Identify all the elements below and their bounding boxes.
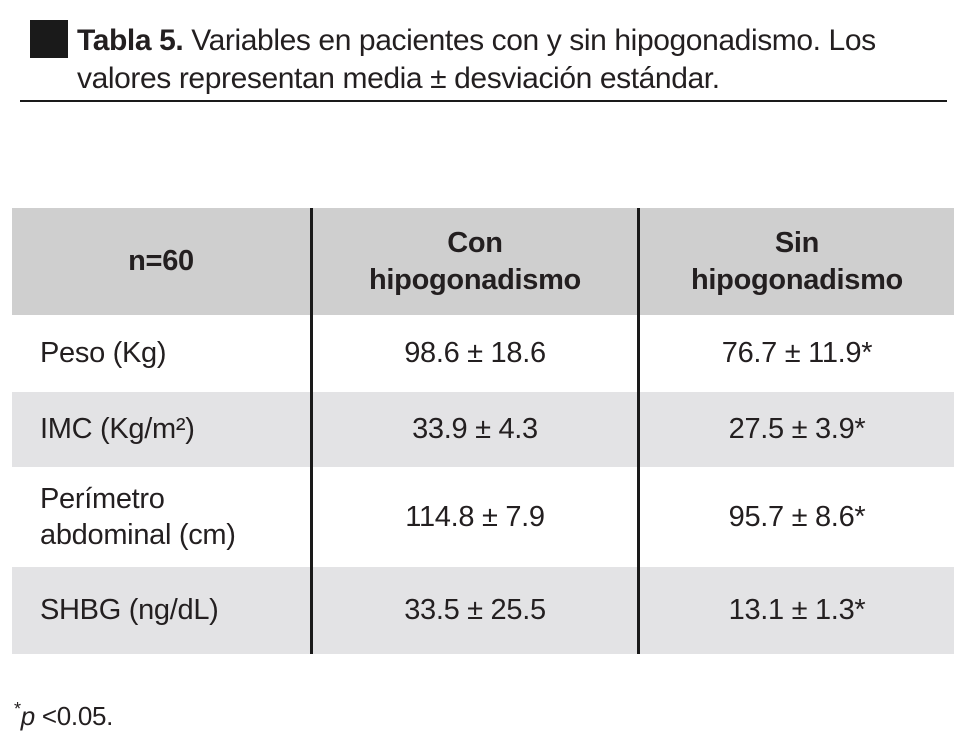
row-label-peso: Peso (Kg) — [12, 315, 310, 392]
table-caption-label: Tabla 5. — [77, 24, 184, 57]
value-peso-con: 98.6 ± 18.6 — [310, 315, 637, 392]
footnote-asterisk: * — [14, 699, 21, 719]
column-header-con-hipogonadismo: Con hipogonadismo — [310, 208, 637, 315]
column-header-n60: n=60 — [12, 208, 310, 315]
significance-footnote: *p <0.05. — [14, 699, 113, 732]
row-label-imc: IMC (Kg/m²) — [12, 392, 310, 467]
caption-rule — [20, 100, 947, 102]
row-label-perimetro-abdominal: Perímetro abdominal (cm) — [12, 467, 310, 567]
table-caption-text: Variables en pacientes con y sin hipogon… — [77, 24, 876, 95]
row-label-shbg: SHBG (ng/dL) — [12, 567, 310, 654]
table-caption: Tabla 5. Variables en pacientes con y si… — [77, 22, 955, 98]
variables-table: n=60 Con hipogonadismo Sin hipogonadismo… — [12, 208, 954, 654]
value-peso-sin: 76.7 ± 11.9* — [637, 315, 954, 392]
table-marker-square — [30, 20, 68, 58]
footnote-p-symbol: p — [20, 701, 35, 731]
column-header-sin-hipogonadismo: Sin hipogonadismo — [637, 208, 954, 315]
value-shbg-con: 33.5 ± 25.5 — [310, 567, 637, 654]
footnote-threshold: <0.05. — [34, 701, 114, 731]
value-perimetro-con: 114.8 ± 7.9 — [310, 467, 637, 567]
value-shbg-sin: 13.1 ± 1.3* — [637, 567, 954, 654]
value-perimetro-sin: 95.7 ± 8.6* — [637, 467, 954, 567]
value-imc-sin: 27.5 ± 3.9* — [637, 392, 954, 467]
value-imc-con: 33.9 ± 4.3 — [310, 392, 637, 467]
